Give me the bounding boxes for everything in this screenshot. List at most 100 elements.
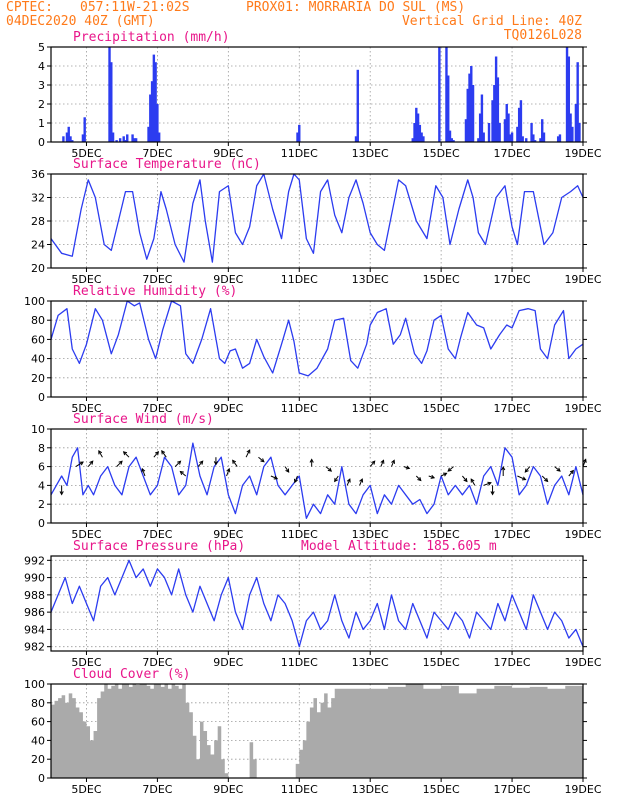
panel-frame: [50, 428, 584, 524]
precip-bar: [471, 85, 475, 142]
x-tick-label: 17DEC: [494, 783, 531, 796]
wind-arrow: [226, 468, 230, 477]
precip-bar: [464, 119, 468, 142]
precip-bar: [576, 62, 579, 143]
panel-cloud: 0 20 40 60 80 100 5DEC 7DEC 9DEC 11DEC 13DEC 15DEC 1…: [24, 667, 602, 796]
x-tick-label: 17DEC: [494, 147, 531, 160]
wind-arrowhead: [463, 477, 468, 483]
precip-bar: [133, 138, 136, 142]
wind-arrow: [325, 466, 332, 472]
precip-bar: [126, 134, 129, 142]
y-tick-label: 100: [24, 678, 45, 691]
x-tick-label: 5DEC: [71, 147, 101, 160]
wind-arrowhead: [346, 478, 351, 483]
x-tick-label: 9DEC: [213, 528, 243, 541]
precip-bar: [519, 100, 523, 142]
x-tick-label: 17DEC: [494, 402, 531, 415]
precip-bar: [298, 124, 301, 142]
precip-bar: [131, 134, 134, 142]
precip-bar: [147, 126, 150, 142]
precip-bar: [296, 132, 299, 142]
x-tick-label: 7DEC: [142, 273, 172, 286]
y-tick-label: 984: [24, 623, 45, 636]
wind-arrowhead: [544, 477, 549, 483]
wind-arrowhead: [179, 470, 184, 475]
precip-bar: [154, 62, 157, 143]
x-tick-label: 7DEC: [142, 783, 172, 796]
precip-bar: [420, 132, 423, 142]
y-tick-label: 60: [31, 333, 45, 346]
precip-bar: [503, 119, 507, 142]
wind-arrow: [141, 468, 146, 477]
wind-arrow: [174, 460, 181, 467]
wind-arrowhead: [177, 460, 182, 465]
y-tick-label: 982: [24, 641, 45, 654]
precip-bar: [118, 138, 122, 142]
precip-bar: [516, 126, 519, 142]
y-tick-label: 20: [31, 262, 45, 275]
precip-bar: [71, 140, 74, 142]
x-tick-label: 19DEC: [564, 273, 601, 286]
wind-line: [50, 442, 584, 519]
panel-precipitation: 0 1 2 3 4 5 5DEC 7DEC 9DEC 11DEC 13DEC 15DEC 17DEC 19…: [38, 30, 602, 160]
x-tick-label: 9DEC: [213, 147, 243, 160]
wind-arrowhead: [524, 468, 529, 473]
wind-arrowhead: [391, 459, 396, 464]
precip-bar: [65, 132, 69, 142]
precip-bar: [415, 107, 418, 142]
wind-arrowhead: [447, 467, 452, 472]
precip-bar: [150, 81, 154, 142]
precip-bar: [450, 138, 453, 142]
x-tick-label: 17DEC: [494, 273, 531, 286]
wind-arrowhead: [293, 478, 298, 484]
wind-arrowhead: [260, 458, 265, 463]
precip-bar: [69, 136, 72, 142]
wind-arrow: [517, 475, 526, 481]
humidity-line: [50, 300, 584, 377]
x-tick-label: 11DEC: [281, 402, 318, 415]
panel-frame: [50, 555, 584, 652]
precip-bar: [134, 138, 138, 142]
x-tick-label: 15DEC: [423, 528, 460, 541]
wind-arrow: [554, 466, 561, 472]
precip-bar: [578, 123, 581, 142]
panel-title: Cloud Cover (%): [73, 667, 190, 682]
x-tick-label: 17DEC: [494, 528, 531, 541]
y-tick-label: 986: [24, 606, 45, 619]
precip-bar: [108, 47, 111, 142]
wind-arrow: [87, 460, 94, 467]
y-tick-label: 988: [24, 589, 45, 602]
x-tick-label: 5DEC: [71, 402, 101, 415]
cloud-cover-area: [51, 684, 583, 778]
panel-title: Surface Pressure (hPa): [73, 539, 245, 554]
x-tick-label: 9DEC: [213, 656, 243, 669]
x-tick-label: 9DEC: [213, 402, 243, 415]
header-line1-coords: 057:11W-21:02S: [80, 0, 190, 15]
wind-arrowhead: [470, 478, 475, 483]
x-tick-label: 9DEC: [213, 273, 243, 286]
precip-bar: [509, 134, 512, 142]
precip-bar: [494, 56, 498, 142]
wind-arrowhead: [213, 461, 219, 466]
wind-arrow: [462, 475, 468, 482]
x-tick-label: 13DEC: [352, 656, 389, 669]
precip-bar: [574, 104, 578, 142]
x-tick-label: 13DEC: [352, 783, 389, 796]
precip-bar: [510, 132, 514, 142]
wind-arrowhead: [417, 477, 422, 482]
wind-arrow: [75, 461, 84, 468]
panel-frame: [50, 300, 584, 398]
precip-bar: [468, 73, 471, 142]
precip-bar: [533, 140, 537, 142]
wind-arrow: [380, 460, 384, 467]
precip-bar: [487, 123, 491, 142]
precip-bar: [532, 134, 535, 142]
wind-arrow: [524, 466, 531, 473]
wind-arrow: [245, 449, 251, 458]
x-tick-label: 5DEC: [71, 783, 101, 796]
x-tick-label: 19DEC: [564, 656, 601, 669]
precip-bar: [157, 132, 161, 142]
precip-bar: [493, 85, 496, 142]
precip-bar: [356, 69, 359, 142]
